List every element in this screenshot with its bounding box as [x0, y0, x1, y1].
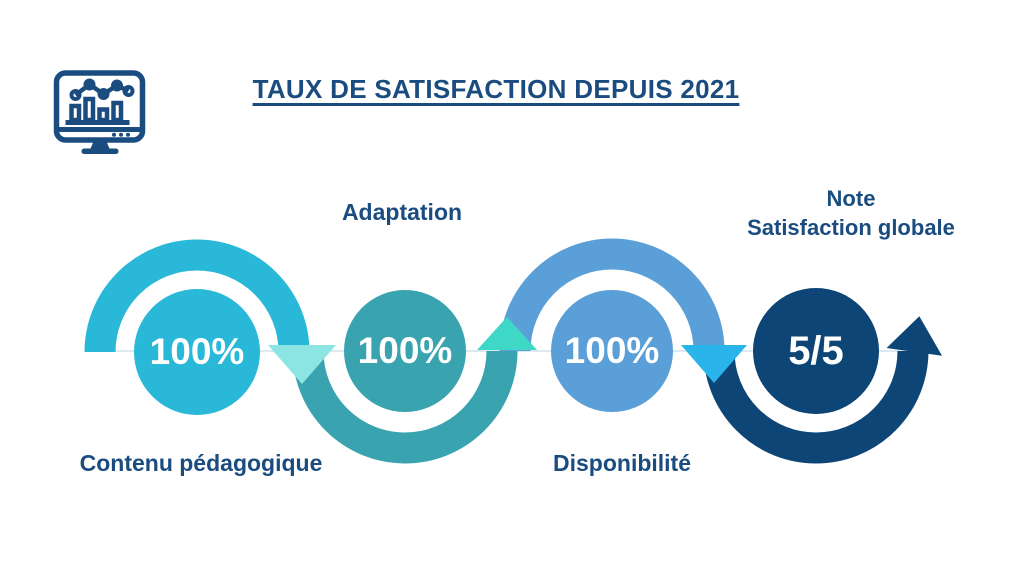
metric-value-disponibilite: 100% — [565, 330, 660, 371]
arc-adaptation — [292, 350, 518, 464]
label-note-line1: Note — [826, 186, 876, 211]
metric-value-adaptation: 100% — [358, 330, 453, 371]
label-note-line2: Satisfaction globale — [747, 215, 955, 240]
up-arrow-icon — [477, 317, 537, 350]
bezel-dot — [112, 132, 116, 137]
bar-1 — [69, 103, 82, 123]
down-arrow-icon — [681, 345, 747, 383]
label-adaptation: Adaptation — [341, 199, 463, 225]
trend-point — [122, 85, 135, 97]
bar-3 — [97, 107, 110, 123]
arc-note — [703, 350, 929, 464]
metric-value-contenu: 100% — [150, 331, 245, 372]
metric-circle-contenu — [134, 289, 260, 415]
label-note-satisfaction-globale: Note Satisfaction globale — [711, 184, 991, 242]
monitor-base — [81, 148, 119, 154]
down-arrow-icon — [268, 345, 336, 384]
bar-4 — [111, 100, 124, 123]
label-disponibilite: Disponibilité — [553, 450, 691, 476]
bezel-dot — [119, 132, 123, 137]
metric-circle-adaptation — [344, 290, 466, 412]
metric-circle-note — [753, 288, 879, 414]
arc-disponibilite — [499, 238, 725, 352]
bar-2 — [83, 96, 96, 123]
monitor-stand — [90, 140, 110, 149]
analytics-monitor-icon — [53, 70, 146, 154]
arc-contenu — [84, 239, 310, 353]
bezel-dot — [126, 132, 130, 137]
trend-point — [69, 89, 82, 101]
trend-point — [97, 88, 110, 100]
label-contenu-pedagogique: Contenu pédagogique — [79, 450, 323, 476]
metric-value-note: 5/5 — [788, 329, 844, 373]
final-up-arrow-icon — [886, 316, 943, 356]
page-title: TAUX DE SATISFACTION DEPUIS 2021 — [252, 74, 740, 104]
metric-circle-disponibilite — [551, 290, 673, 412]
trend-point — [111, 79, 123, 92]
trend-point — [83, 78, 96, 91]
monitor-frame — [53, 70, 146, 143]
